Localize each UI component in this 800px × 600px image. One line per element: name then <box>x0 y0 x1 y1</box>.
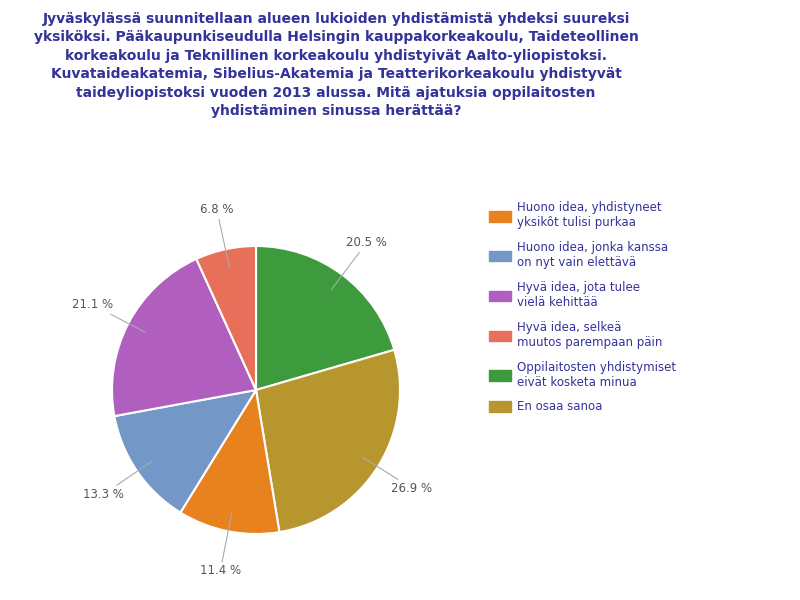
Text: 20.5 %: 20.5 % <box>331 236 387 290</box>
Text: 11.4 %: 11.4 % <box>200 513 241 577</box>
Wedge shape <box>180 390 279 534</box>
Text: Jyväskylässä suunnitellaan alueen lukioiden yhdistämistä yhdeksi suureksi
yksikö: Jyväskylässä suunnitellaan alueen lukioi… <box>34 12 638 118</box>
Text: 6.8 %: 6.8 % <box>200 203 234 268</box>
Wedge shape <box>256 246 394 390</box>
Text: 13.3 %: 13.3 % <box>83 461 153 500</box>
Legend: Huono idea, yhdistyneet
yksikôt tulisi purkaa, Huono idea, jonka kanssa
on nyt v: Huono idea, yhdistyneet yksikôt tulisi p… <box>486 198 679 417</box>
Text: 21.1 %: 21.1 % <box>72 298 145 332</box>
Wedge shape <box>114 390 256 512</box>
Wedge shape <box>112 259 256 416</box>
Wedge shape <box>256 350 400 532</box>
Wedge shape <box>196 246 256 390</box>
Text: 26.9 %: 26.9 % <box>362 457 433 495</box>
